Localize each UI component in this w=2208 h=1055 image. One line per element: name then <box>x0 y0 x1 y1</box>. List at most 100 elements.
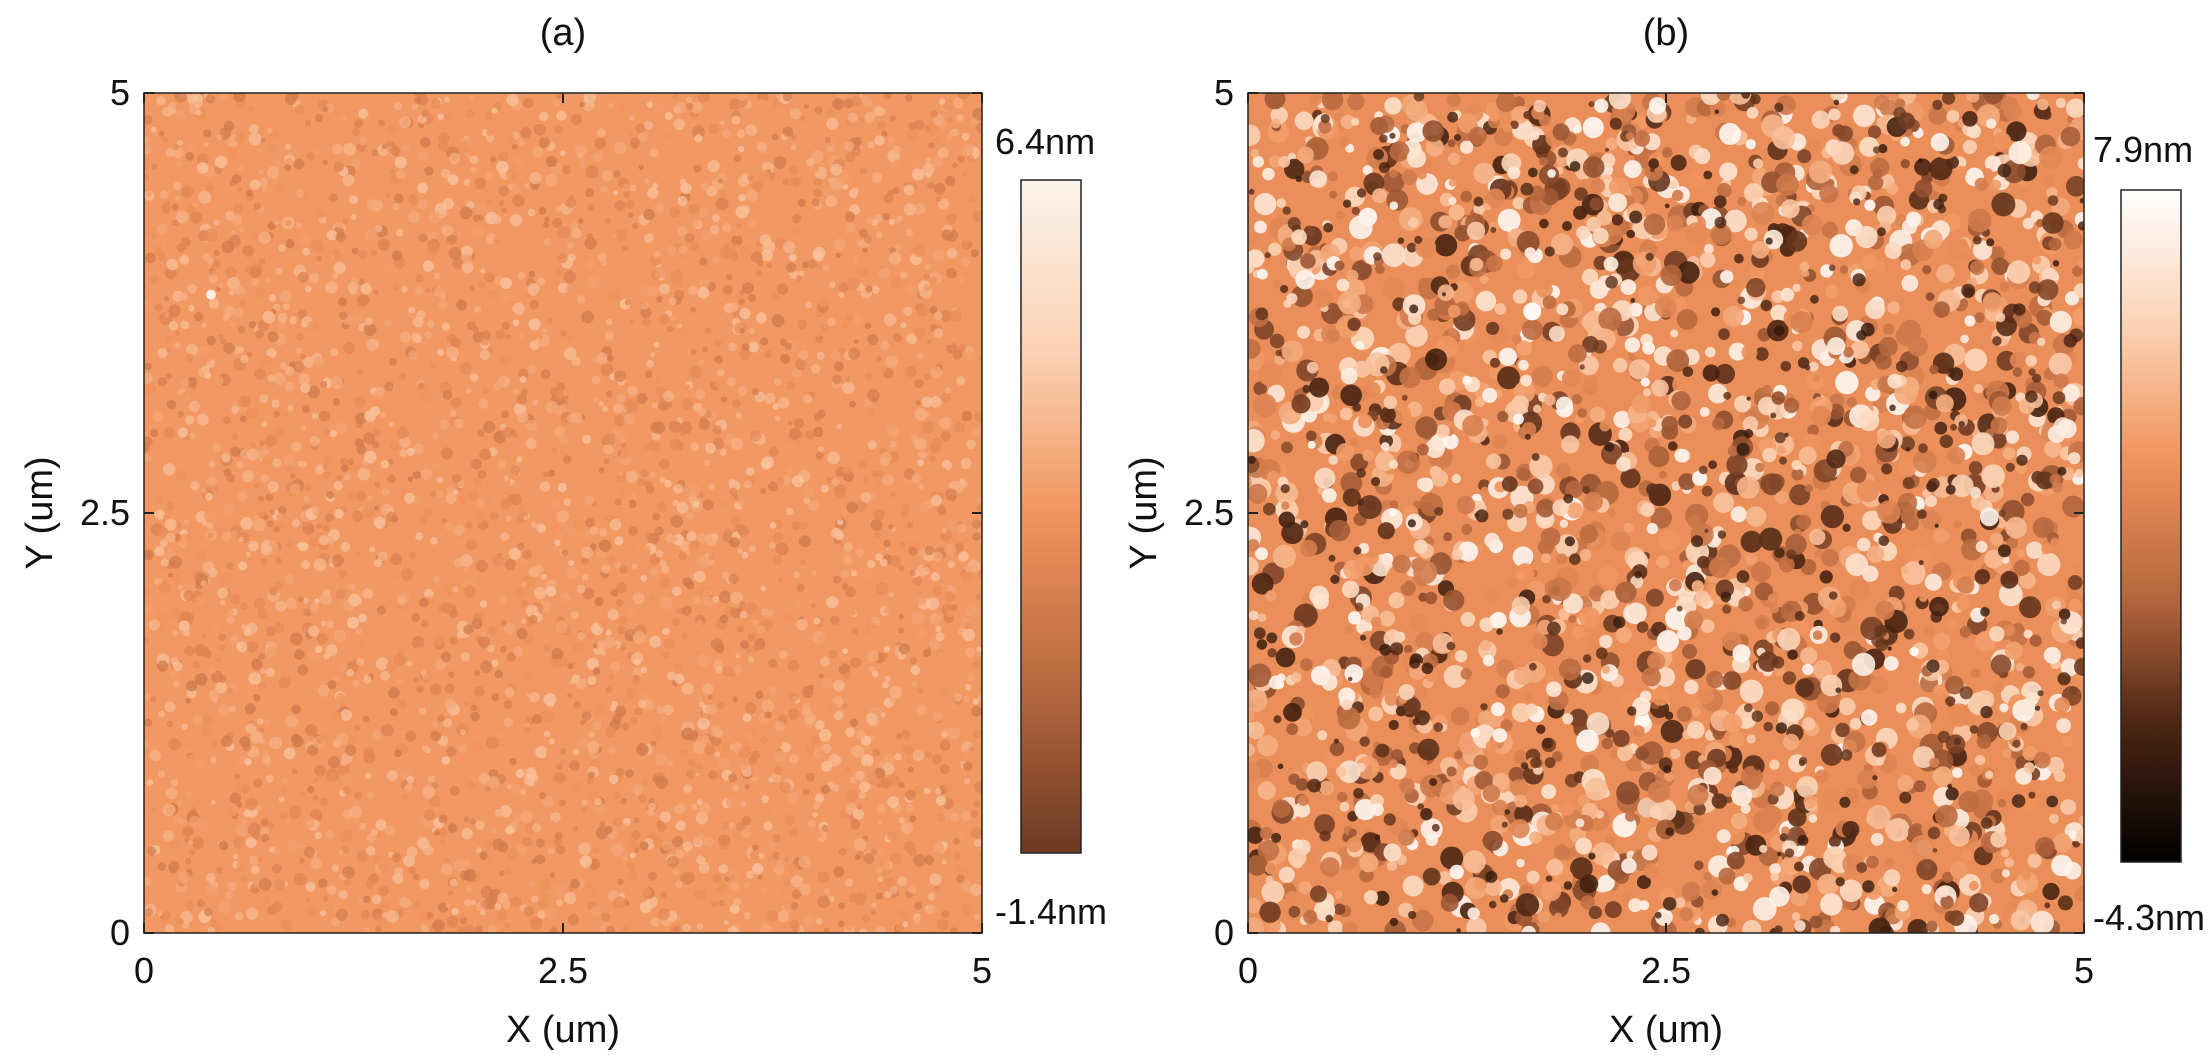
heatmap-grain <box>405 783 414 791</box>
heatmap-grain <box>470 899 476 906</box>
heatmap-grain <box>862 477 869 484</box>
heatmap-grain <box>545 586 557 597</box>
heatmap-grain <box>1959 626 1972 638</box>
heatmap-grain <box>696 855 706 865</box>
heatmap-grain <box>615 598 624 607</box>
heatmap-grain <box>1253 381 1267 396</box>
heatmap-grain <box>788 753 799 764</box>
heatmap-grain <box>365 772 372 779</box>
heatmap-grain <box>844 211 856 222</box>
heatmap-grain <box>432 919 445 932</box>
heatmap-grain <box>587 633 594 640</box>
heatmap-grain <box>218 901 231 914</box>
heatmap-grain <box>796 275 803 282</box>
heatmap-grain <box>960 256 971 267</box>
heatmap-grain <box>469 95 475 101</box>
heatmap-grain <box>807 500 819 512</box>
heatmap-grain <box>788 863 799 874</box>
heatmap-grain <box>162 136 169 144</box>
heatmap-grain <box>1570 857 1593 880</box>
heatmap-grain <box>856 266 868 278</box>
heatmap-grain <box>159 539 168 548</box>
heatmap-grain <box>1449 864 1464 880</box>
heatmap-grain <box>144 223 155 237</box>
heatmap-grain <box>594 597 604 607</box>
heatmap-grain <box>2006 121 2027 142</box>
heatmap-grain <box>347 281 358 293</box>
heatmap-grain <box>408 350 418 360</box>
heatmap-grain <box>699 802 711 814</box>
heatmap-grain <box>308 905 318 916</box>
heatmap-grain <box>925 157 931 164</box>
heatmap-grain <box>736 129 746 139</box>
heatmap-grain <box>539 878 552 891</box>
heatmap-grain <box>512 319 520 327</box>
heatmap-grain <box>673 118 686 130</box>
heatmap-grain <box>647 871 657 881</box>
heatmap-grain <box>839 173 851 185</box>
heatmap-grain <box>157 770 165 778</box>
heatmap-grain <box>729 881 740 892</box>
heatmap-grain <box>442 718 452 728</box>
heatmap-grain <box>196 549 207 560</box>
heatmap-grain <box>754 519 761 527</box>
heatmap-grain <box>708 770 718 780</box>
heatmap-grain <box>393 193 404 204</box>
heatmap-grain <box>897 876 907 887</box>
x-tick-label-a-0: 0 <box>133 950 155 991</box>
heatmap-grain <box>791 475 804 488</box>
heatmap-grain <box>930 110 938 118</box>
heatmap-grain <box>1812 660 1833 680</box>
heatmap-grain <box>717 882 728 892</box>
heatmap-grain <box>1728 763 1739 774</box>
heatmap-grain <box>334 253 343 261</box>
heatmap-grain <box>1258 363 1282 387</box>
heatmap-grain <box>161 915 169 923</box>
heatmap-grain <box>444 293 450 300</box>
heatmap-grain <box>750 850 760 860</box>
heatmap-grain <box>728 822 735 829</box>
heatmap-grain <box>755 313 767 325</box>
heatmap-grain <box>731 142 738 150</box>
heatmap-grain <box>280 362 287 370</box>
heatmap-grain <box>837 318 845 325</box>
heatmap-grain <box>297 690 305 697</box>
heatmap-grain <box>890 491 896 498</box>
heatmap-grain <box>1924 573 1942 591</box>
heatmap-grain <box>1425 438 1445 459</box>
heatmap-grain <box>954 422 966 433</box>
heatmap-grain <box>1695 927 1705 933</box>
heatmap-grain <box>896 523 907 534</box>
heatmap-grain <box>913 916 921 925</box>
heatmap-grain <box>165 372 172 380</box>
heatmap-grain <box>737 175 750 187</box>
heatmap-grain <box>785 507 794 516</box>
heatmap-grain <box>528 270 535 278</box>
heatmap-grain <box>217 587 229 599</box>
heatmap-grain <box>773 378 782 386</box>
heatmap-grain <box>669 438 681 451</box>
heatmap-grain <box>639 544 651 556</box>
heatmap-grain <box>306 744 319 756</box>
heatmap-grain <box>600 649 607 656</box>
heatmap-grain <box>1440 846 1464 870</box>
heatmap-grain <box>367 495 373 501</box>
heatmap-grain <box>879 457 889 467</box>
heatmap-grain <box>838 292 845 298</box>
heatmap-grain <box>144 147 152 155</box>
heatmap-grain <box>916 352 924 360</box>
heatmap-grain <box>620 798 628 805</box>
heatmap-grain <box>422 260 434 272</box>
heatmap-grain <box>765 609 774 617</box>
heatmap-grain <box>811 198 820 207</box>
heatmap-grain <box>362 505 375 519</box>
heatmap-grain <box>762 806 770 815</box>
heatmap-grain <box>772 403 779 410</box>
heatmap-grain <box>905 803 914 812</box>
heatmap-grain <box>845 923 853 931</box>
heatmap-grain <box>764 711 772 719</box>
heatmap-grain <box>652 182 659 189</box>
heatmap-grain <box>1665 607 1688 630</box>
heatmap-grain <box>399 331 411 343</box>
heatmap-grain <box>1537 539 1554 555</box>
